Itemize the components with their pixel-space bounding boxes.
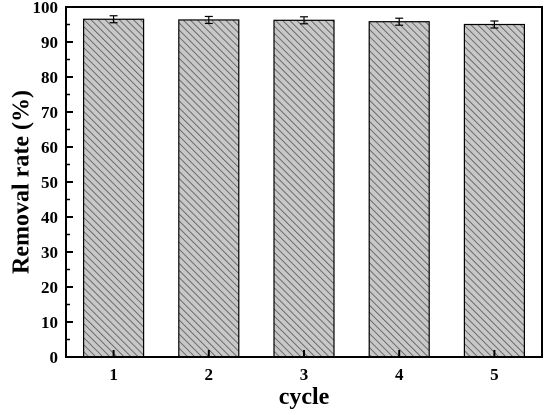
y-axis: 0 10 20 30 40 50 60 70 80 90 100 <box>33 0 73 367</box>
y-tick-label: 100 <box>33 0 59 17</box>
bars-group <box>82 18 525 358</box>
y-tick-label: 40 <box>41 208 58 227</box>
y-tick-label: 10 <box>41 313 58 332</box>
x-tick-label: 5 <box>490 365 499 384</box>
x-tick-label: 3 <box>300 365 309 384</box>
bar-cycle-4 <box>368 21 430 358</box>
x-tick-label: 2 <box>205 365 214 384</box>
x-tick-label: 4 <box>395 365 404 384</box>
y-tick-label: 80 <box>41 68 58 87</box>
y-tick-label: 90 <box>41 33 58 52</box>
x-axis: 1 2 3 4 5 <box>109 350 499 384</box>
x-axis-title: cycle <box>279 384 330 410</box>
y-tick-label: 30 <box>41 243 58 262</box>
x-tick-label: 1 <box>109 365 118 384</box>
y-tick-label: 20 <box>41 278 58 297</box>
y-tick-label: 50 <box>41 173 58 192</box>
y-axis-title: Removal rate (%) <box>8 90 34 274</box>
bar-cycle-3 <box>273 19 335 358</box>
bar-cycle-2 <box>178 19 240 358</box>
y-tick-label: 60 <box>41 138 58 157</box>
bar-cycle-1 <box>82 18 145 358</box>
y-tick-label: 0 <box>50 348 59 367</box>
bar-cycle-5 <box>463 23 525 358</box>
y-tick-label: 70 <box>41 103 58 122</box>
error-bars-group <box>109 15 499 29</box>
